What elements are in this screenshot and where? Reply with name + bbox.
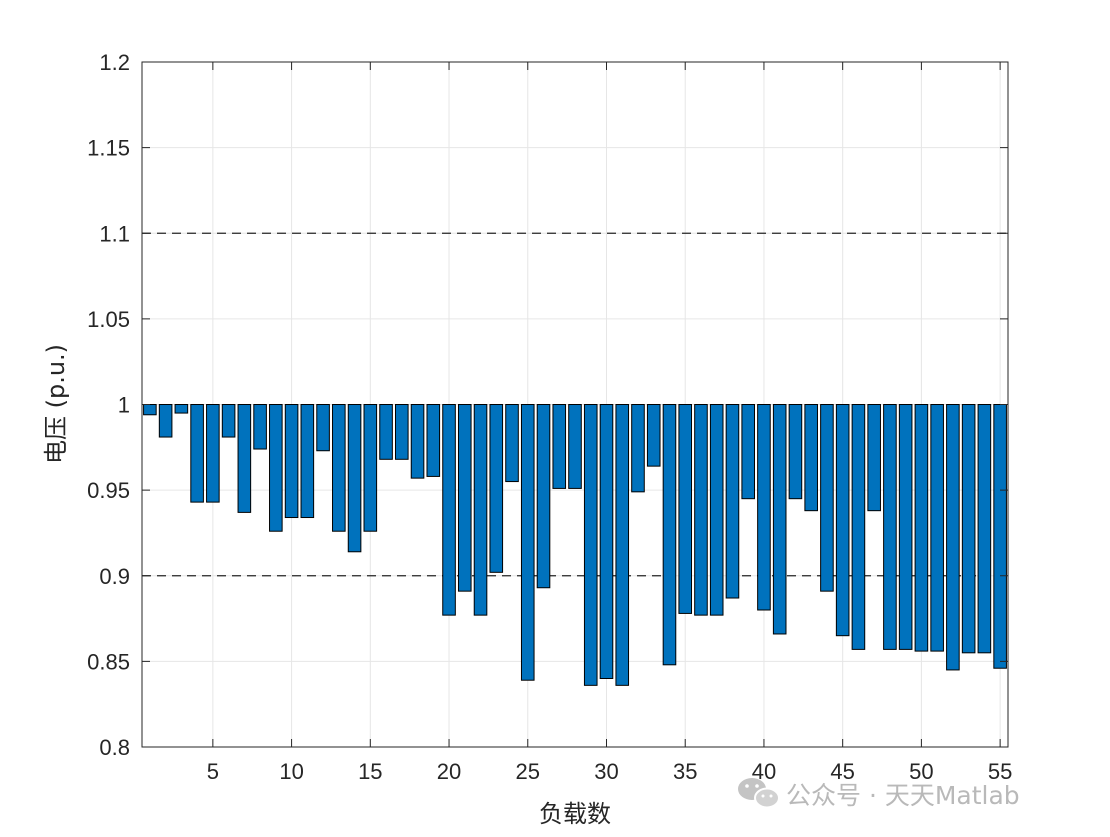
y-axis-label: 电压 (p.u.) xyxy=(42,344,70,464)
x-tick-label: 25 xyxy=(516,759,540,784)
x-axis-label: 负载数 xyxy=(539,800,611,828)
bar xyxy=(300,404,315,519)
bar xyxy=(898,404,913,650)
bar xyxy=(473,404,488,616)
bar xyxy=(788,404,803,500)
bar xyxy=(190,404,204,503)
bar xyxy=(914,404,929,652)
bar xyxy=(725,404,740,599)
bar xyxy=(678,404,693,614)
bar xyxy=(489,404,504,573)
bar xyxy=(851,404,866,650)
x-tick-label: 55 xyxy=(988,759,1012,784)
y-tick-label: 0.85 xyxy=(87,649,130,674)
y-tick-label: 1.15 xyxy=(87,136,130,161)
bar xyxy=(442,404,456,616)
x-tick-label: 20 xyxy=(437,759,461,784)
x-tick-label: 15 xyxy=(358,759,382,784)
watermark: 公众号 · 天天Matlab xyxy=(738,778,1020,810)
x-tick-label: 50 xyxy=(909,759,933,784)
bar xyxy=(536,404,551,589)
bar xyxy=(757,404,771,611)
bar xyxy=(615,404,630,686)
bar xyxy=(457,404,472,592)
y-tick-label: 0.9 xyxy=(99,564,130,589)
bar xyxy=(772,404,787,635)
bar xyxy=(568,404,582,489)
bar xyxy=(631,404,645,493)
bar xyxy=(835,404,850,637)
y-tick-label: 1.2 xyxy=(99,50,130,75)
bar xyxy=(158,404,173,438)
x-tick-label: 45 xyxy=(830,759,854,784)
bar xyxy=(646,404,661,467)
y-tick-label: 1.1 xyxy=(99,221,130,246)
bar xyxy=(206,404,220,503)
bar xyxy=(284,404,299,519)
y-tick-label: 1.05 xyxy=(87,307,130,332)
y-tick-labels: 0.8 0.85 0.9 0.95 1 1.05 1.1 1.15 1.2 xyxy=(87,50,130,760)
y-tick-label: 0.95 xyxy=(87,478,130,503)
bar xyxy=(410,404,425,479)
x-tick-label: 10 xyxy=(279,759,303,784)
x-tick-label: 35 xyxy=(673,759,697,784)
bar xyxy=(820,404,834,592)
y-tick-label: 1 xyxy=(118,393,130,418)
bar xyxy=(505,404,519,483)
bar xyxy=(804,404,818,512)
x-tick-label: 30 xyxy=(594,759,618,784)
bar xyxy=(332,404,346,532)
bar xyxy=(709,404,724,616)
tick-marks xyxy=(142,61,1008,748)
bar xyxy=(662,404,677,666)
watermark-text: 公众号 · 天天Matlab xyxy=(786,781,1020,810)
bar xyxy=(426,404,441,477)
bar xyxy=(253,404,267,450)
bar xyxy=(363,404,378,532)
bar xyxy=(946,404,960,671)
bar xyxy=(694,404,708,616)
bar xyxy=(316,404,330,452)
bar xyxy=(583,404,598,686)
bar xyxy=(552,404,567,489)
bar xyxy=(269,404,283,532)
bar xyxy=(883,404,897,650)
x-tick-label: 5 xyxy=(207,759,219,784)
bar xyxy=(143,404,157,416)
y-tick-label: 0.8 xyxy=(99,735,130,760)
bar xyxy=(599,404,614,679)
wechat-icon xyxy=(738,778,780,809)
bar xyxy=(520,404,535,681)
bar xyxy=(961,404,976,654)
bar xyxy=(395,404,409,460)
bar xyxy=(174,404,189,414)
bar xyxy=(379,404,393,460)
bar xyxy=(347,404,362,553)
bar xyxy=(221,404,236,438)
bar xyxy=(741,404,755,500)
bar xyxy=(977,404,992,654)
bar xyxy=(867,404,881,512)
bars xyxy=(143,404,1007,686)
bar xyxy=(930,404,944,652)
bar xyxy=(237,404,252,513)
bar xyxy=(993,404,1007,669)
